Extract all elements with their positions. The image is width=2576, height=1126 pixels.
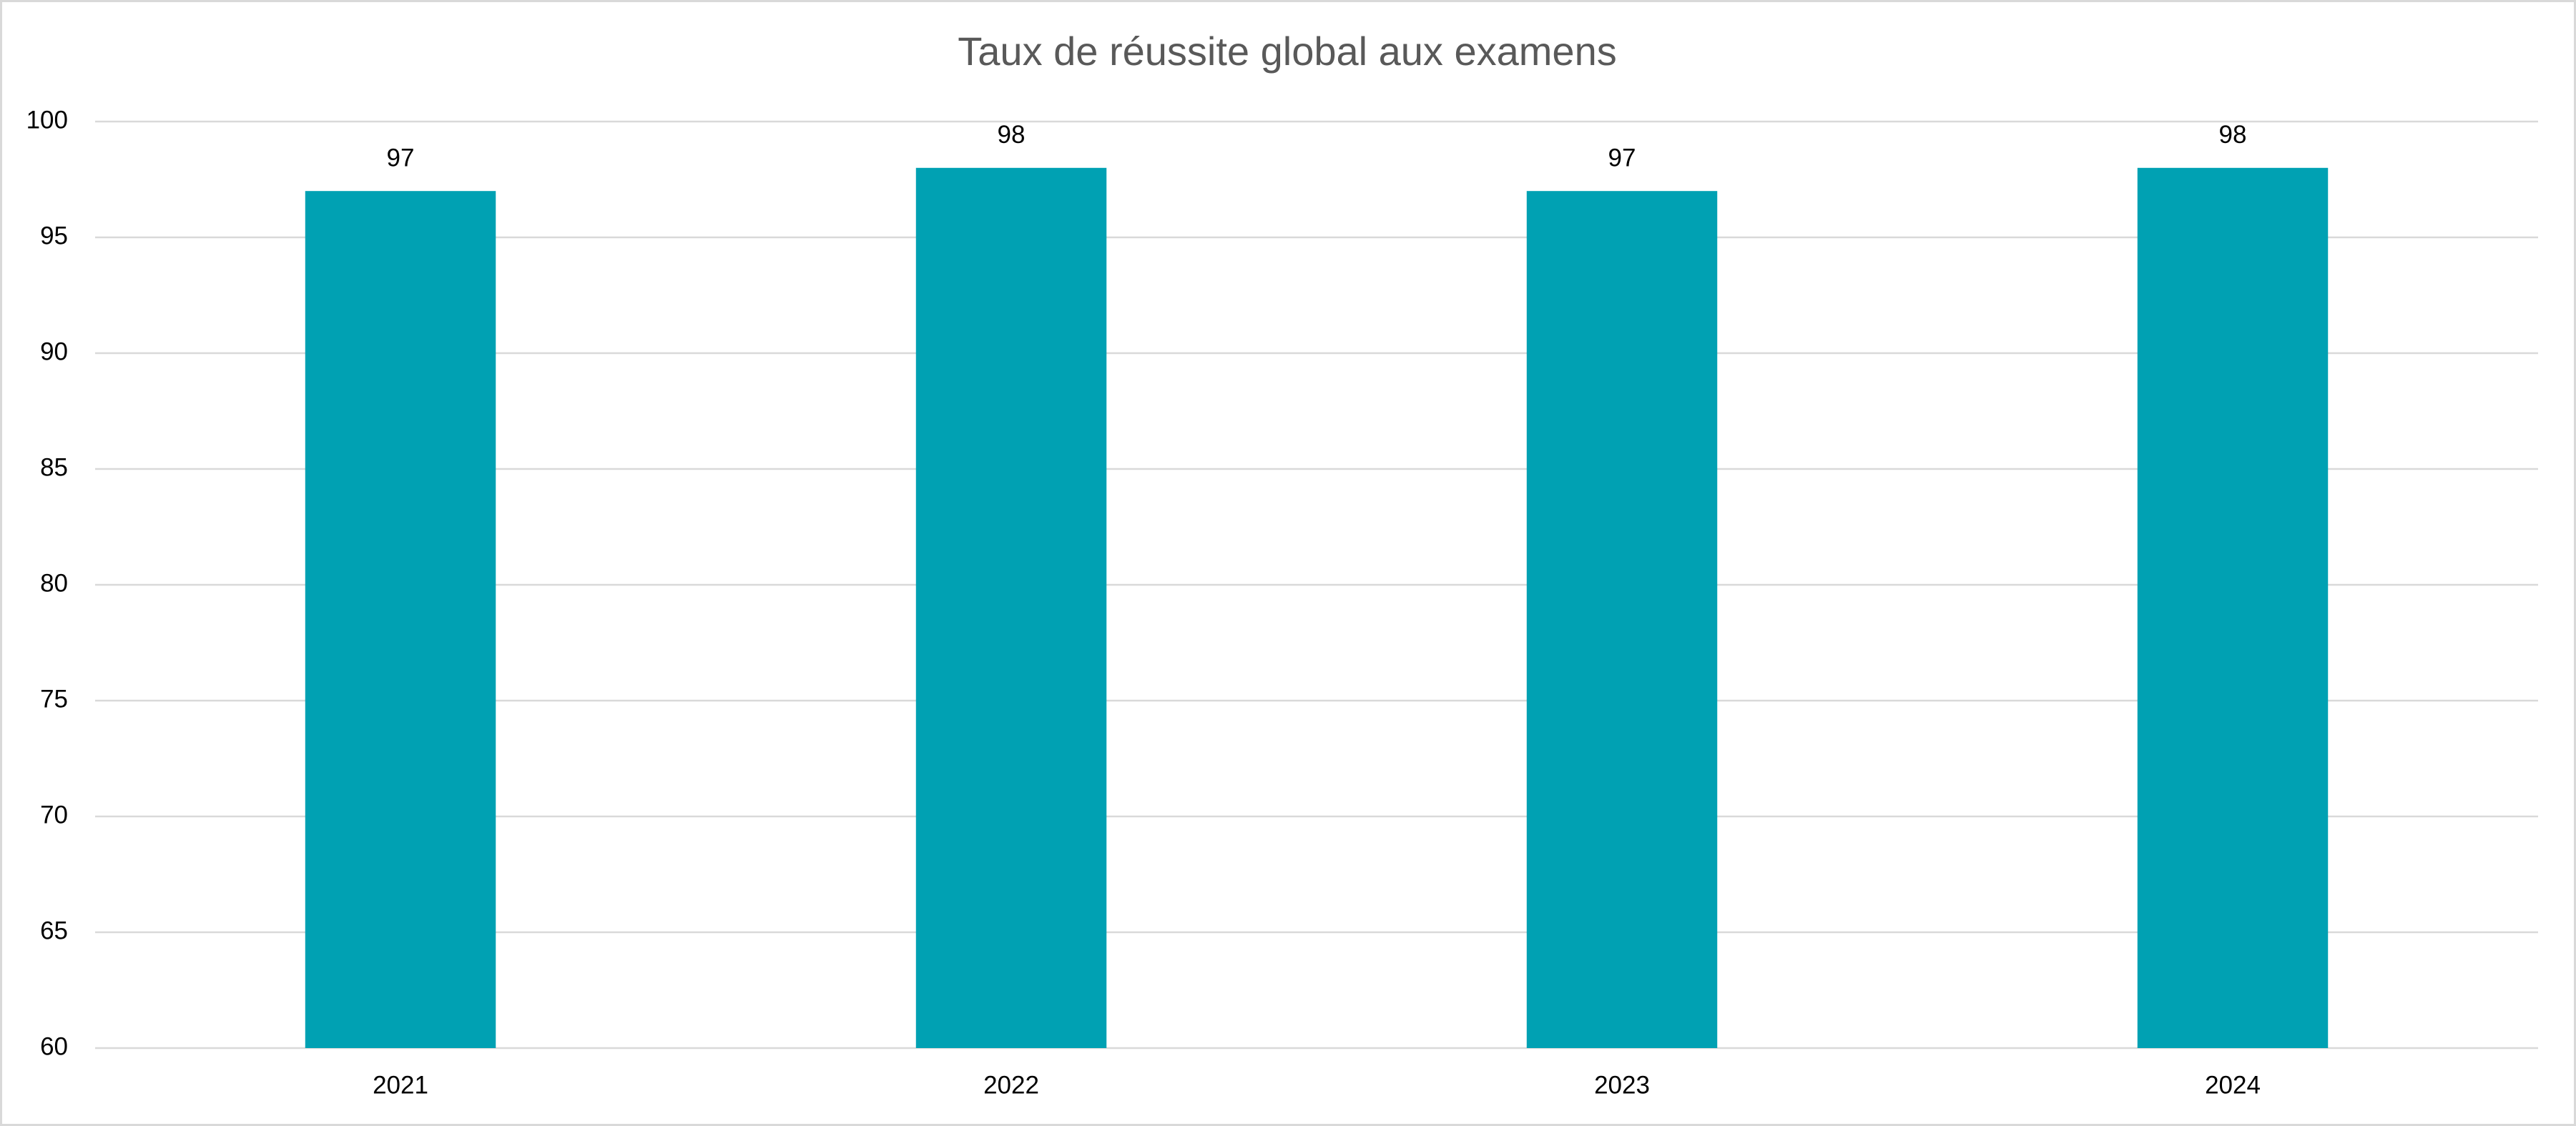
data-label: 98 [998, 121, 1026, 149]
x-tick-label: 2021 [373, 1071, 428, 1099]
x-tick-label: 2024 [2205, 1071, 2261, 1099]
y-tick-label: 85 [40, 453, 68, 481]
y-tick-label: 75 [40, 685, 68, 713]
bar [2137, 167, 2329, 1048]
y-tick-label: 90 [40, 337, 68, 365]
data-label: 98 [2219, 121, 2247, 149]
bar [305, 191, 496, 1049]
x-tick-label: 2023 [1594, 1071, 1650, 1099]
y-tick-label: 60 [40, 1032, 68, 1060]
bar [915, 167, 1107, 1048]
chart-title: Taux de réussite global aux examens [958, 29, 1616, 74]
y-tick-label: 95 [40, 222, 68, 250]
y-tick-label: 65 [40, 917, 68, 944]
y-tick-label: 70 [40, 801, 68, 829]
x-tick-label: 2022 [983, 1071, 1039, 1099]
bar [1526, 191, 1718, 1049]
y-tick-label: 80 [40, 569, 68, 597]
data-label: 97 [1608, 144, 1636, 172]
data-label: 97 [387, 144, 415, 172]
y-tick-label: 100 [26, 106, 68, 134]
